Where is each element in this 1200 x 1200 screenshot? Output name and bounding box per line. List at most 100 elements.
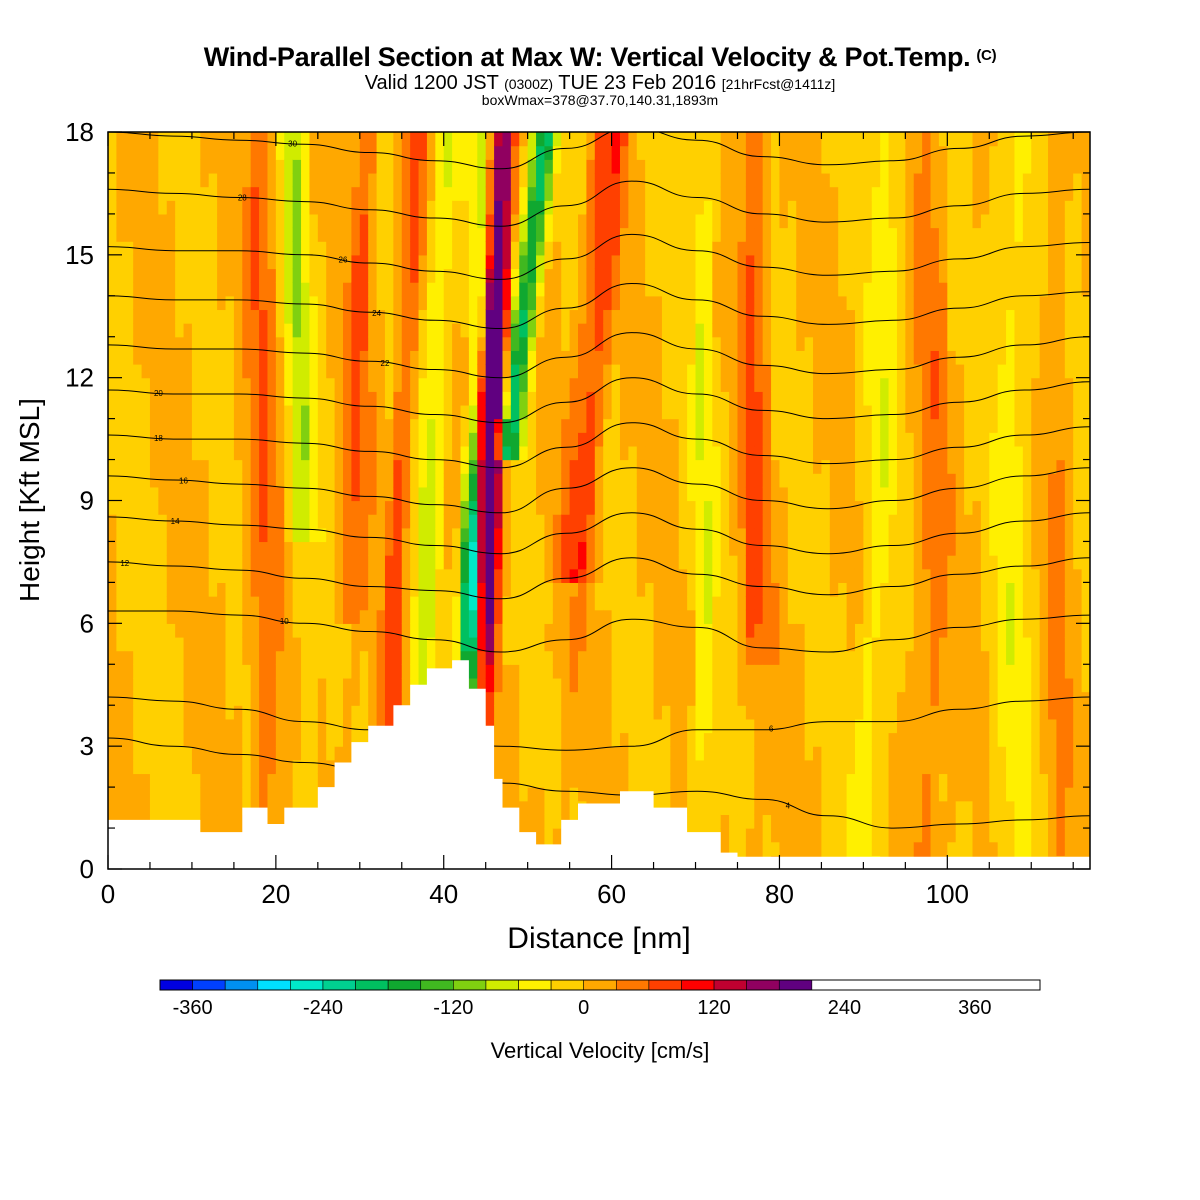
velocity-cell: [259, 295, 269, 311]
velocity-cell: [108, 514, 117, 529]
velocity-cell: [426, 418, 436, 433]
velocity-cell: [124, 254, 134, 270]
velocity-cell: [871, 473, 881, 488]
velocity-cell: [561, 623, 571, 638]
velocity-cell: [603, 377, 613, 392]
velocity-cell: [468, 432, 478, 447]
velocity-cell: [250, 732, 260, 747]
velocity-cell: [133, 418, 143, 433]
velocity-cell: [695, 172, 705, 188]
velocity-cell: [880, 596, 890, 611]
velocity-cell: [275, 473, 285, 488]
velocity-cell: [527, 500, 537, 515]
velocity-cell: [519, 350, 529, 365]
velocity-cell: [284, 691, 294, 706]
velocity-cell: [661, 609, 671, 624]
velocity-cell: [368, 186, 378, 201]
velocity-cell: [829, 486, 839, 502]
velocity-cell: [645, 746, 655, 761]
velocity-cell: [250, 295, 260, 311]
velocity-cell: [191, 418, 201, 433]
velocity-cell: [838, 200, 848, 215]
velocity-cell: [452, 445, 462, 461]
velocity-cell: [233, 568, 243, 583]
velocity-cell: [292, 486, 302, 502]
velocity-cell: [880, 609, 890, 624]
velocity-cell: [259, 145, 269, 160]
velocity-cell: [359, 691, 369, 706]
velocity-cell: [737, 268, 747, 283]
velocity-cell: [301, 582, 311, 597]
velocity-cell: [116, 623, 126, 638]
velocity-cell: [603, 241, 613, 256]
velocity-cell: [393, 391, 403, 406]
velocity-cell: [527, 295, 537, 311]
velocity-cell: [552, 145, 562, 160]
velocity-cell: [343, 650, 352, 665]
velocity-cell: [133, 500, 143, 515]
velocity-cell: [502, 336, 512, 351]
velocity-cell: [485, 705, 495, 720]
velocity-cell: [754, 746, 764, 761]
velocity-cell: [527, 445, 537, 461]
velocity-cell: [359, 486, 369, 502]
velocity-cell: [485, 582, 495, 597]
velocity-cell: [628, 541, 638, 556]
velocity-cell: [678, 623, 688, 638]
velocity-cell: [863, 350, 873, 365]
velocity-cell: [351, 541, 361, 556]
velocity-cell: [594, 541, 604, 556]
velocity-cell: [175, 705, 185, 720]
velocity-cell: [821, 800, 831, 816]
velocity-cell: [695, 254, 705, 270]
velocity-cell: [771, 350, 781, 365]
velocity-cell: [418, 172, 428, 188]
velocity-cell: [401, 132, 411, 147]
velocity-cell: [813, 582, 823, 597]
velocity-cell: [242, 541, 252, 556]
velocity-cell: [301, 527, 311, 543]
velocity-cell: [519, 486, 529, 502]
velocity-cell: [603, 336, 613, 351]
velocity-cell: [435, 486, 445, 502]
velocity-cell: [343, 295, 352, 311]
velocity-cell: [410, 295, 420, 311]
velocity-cell: [326, 459, 336, 474]
velocity-cell: [670, 677, 680, 693]
velocity-cell: [729, 473, 739, 488]
velocity-cell: [703, 582, 713, 597]
velocity-cell: [703, 364, 713, 379]
velocity-cell: [141, 773, 151, 788]
velocity-cell: [720, 691, 730, 706]
velocity-cell: [292, 132, 302, 147]
velocity-cell: [678, 718, 688, 734]
velocity-cell: [317, 186, 327, 201]
velocity-cell: [527, 759, 537, 775]
velocity-cell: [527, 364, 537, 379]
velocity-cell: [578, 445, 588, 461]
velocity-cell: [175, 200, 185, 215]
velocity-cell: [519, 473, 529, 488]
velocity-cell: [149, 800, 159, 816]
velocity-cell: [217, 623, 227, 638]
velocity-cell: [762, 773, 772, 788]
velocity-cell: [452, 432, 462, 447]
velocity-cell: [754, 377, 764, 392]
velocity-cell: [536, 268, 546, 283]
velocity-cell: [217, 514, 227, 529]
velocity-cell: [619, 759, 629, 775]
velocity-cell: [569, 787, 579, 802]
velocity-cell: [217, 664, 227, 679]
velocity-cell: [544, 309, 554, 324]
velocity-cell: [510, 213, 520, 229]
velocity-cell: [175, 582, 185, 597]
velocity-cell: [552, 200, 562, 215]
velocity-cell: [813, 623, 823, 638]
velocity-cell: [166, 336, 176, 351]
velocity-cell: [326, 623, 336, 638]
velocity-cell: [670, 295, 680, 311]
velocity-cell: [301, 514, 311, 529]
velocity-cell: [695, 677, 705, 693]
velocity-cell: [494, 241, 504, 256]
velocity-cell: [745, 404, 755, 420]
